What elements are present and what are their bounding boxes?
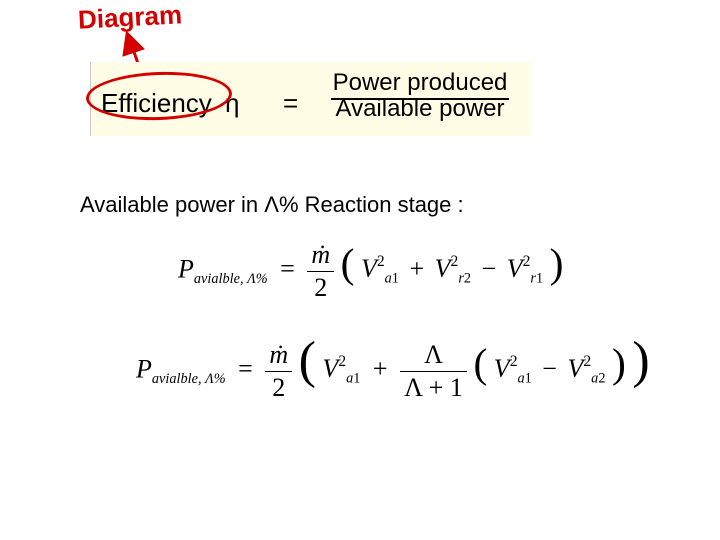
formula-pavailable-2: Pavialble, Λ% = ṁ 2 ( V2a1 + Λ Λ + 1 ( V… bbox=[136, 340, 650, 403]
f2-i2-sign: − bbox=[538, 354, 561, 383]
efficiency-label: Efficiency η bbox=[101, 88, 240, 119]
f2-rparen-outer: ) bbox=[632, 332, 649, 389]
f1-eq: = bbox=[274, 254, 301, 283]
f2-innerfrac-num: Λ bbox=[424, 340, 443, 369]
f2-i1: V2a1 bbox=[494, 354, 532, 383]
f1-lhs-P: P bbox=[178, 254, 194, 283]
f2-mdot: ṁ bbox=[269, 340, 288, 369]
f1-t2-sym: V bbox=[435, 254, 451, 283]
efficiency-word: Efficiency bbox=[101, 88, 212, 118]
f1-mdot-over-2: ṁ 2 bbox=[307, 240, 334, 303]
f2-i1-sub: a1 bbox=[517, 371, 531, 387]
f2-lparen-inner: ( bbox=[473, 340, 487, 386]
f2-lparen-outer: ( bbox=[299, 332, 316, 389]
f1-t2-sign: + bbox=[405, 254, 428, 283]
caption-suffix: % Reaction stage : bbox=[279, 192, 464, 217]
f1-t1: V2a1 bbox=[361, 254, 399, 283]
f2-first-sym: V bbox=[322, 354, 338, 383]
f1-lhs-sub: avialble, Λ% bbox=[194, 271, 268, 287]
f2-i1-sup: 2 bbox=[510, 354, 518, 371]
f2-i2: V2a2 bbox=[567, 354, 605, 383]
f2-eq: = bbox=[232, 354, 259, 383]
f2-lhs-P: P bbox=[136, 354, 152, 383]
f1-t3: V2r1 bbox=[507, 254, 543, 283]
formula-pavailable-1: Pavialble, Λ% = ṁ 2 ( V2a1 + V2r2 − V2r1… bbox=[178, 240, 564, 303]
f1-t3-sym: V bbox=[507, 254, 523, 283]
efficiency-denominator: Available power bbox=[336, 95, 505, 122]
f2-first-sub: a1 bbox=[346, 371, 360, 387]
f2-rparen-inner: ) bbox=[612, 340, 626, 386]
f1-mdot: ṁ bbox=[311, 240, 330, 269]
equals-sign: = bbox=[283, 88, 298, 119]
eta-symbol: η bbox=[219, 88, 239, 118]
f1-t3-sub: r1 bbox=[530, 271, 543, 287]
f2-i2-sup: 2 bbox=[583, 354, 591, 371]
f1-t2-sup: 2 bbox=[451, 254, 459, 271]
f2-lhs-sub: avialble, Λ% bbox=[152, 371, 226, 387]
f1-t2-sub: r2 bbox=[458, 271, 471, 287]
efficiency-formula-box: Efficiency η = Power produced Available … bbox=[90, 62, 531, 136]
f1-t1-sub: a1 bbox=[385, 271, 399, 287]
f2-i2-sym: V bbox=[567, 354, 583, 383]
f2-innerfrac-den: Λ + 1 bbox=[404, 373, 463, 402]
f2-inner-frac: Λ Λ + 1 bbox=[400, 340, 467, 403]
handwritten-annotation: Diagram bbox=[77, 0, 183, 36]
f2-plus: + bbox=[367, 354, 394, 383]
caption-lambda: Λ bbox=[264, 192, 279, 217]
f2-mdot-over-2: ṁ 2 bbox=[265, 340, 292, 403]
f1-t3-sign: − bbox=[478, 254, 501, 283]
f2-first-sup: 2 bbox=[338, 354, 346, 371]
efficiency-fraction: Power produced Available power bbox=[317, 70, 523, 123]
f2-i1-sym: V bbox=[494, 354, 510, 383]
f1-lparen: ( bbox=[341, 240, 355, 286]
f2-first-term: V2a1 bbox=[322, 354, 360, 383]
available-power-caption: Available power in Λ% Reaction stage : bbox=[80, 192, 464, 218]
f1-t1-sym: V bbox=[361, 254, 377, 283]
f1-t1-sup: 2 bbox=[377, 254, 385, 271]
f1-denom: 2 bbox=[314, 273, 327, 302]
f2-denom: 2 bbox=[272, 373, 285, 402]
caption-prefix: Available power in bbox=[80, 192, 264, 217]
f1-rparen: ) bbox=[550, 240, 564, 286]
f1-t2: V2r2 bbox=[435, 254, 471, 283]
f1-t3-sup: 2 bbox=[523, 254, 531, 271]
f2-i2-sub: a2 bbox=[591, 371, 605, 387]
